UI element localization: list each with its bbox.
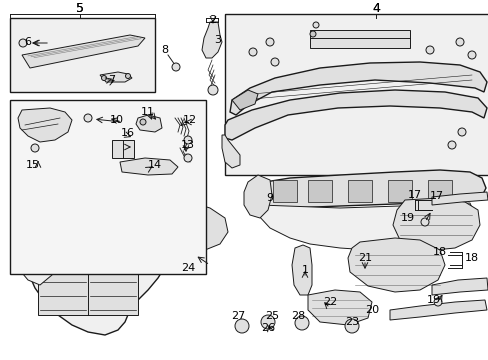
Text: 5: 5 xyxy=(76,3,84,15)
Polygon shape xyxy=(22,35,145,68)
Text: 25: 25 xyxy=(264,311,279,321)
Text: 6: 6 xyxy=(24,37,31,47)
Text: 21: 21 xyxy=(357,253,371,263)
Text: 11: 11 xyxy=(141,107,155,117)
Polygon shape xyxy=(18,108,72,142)
Polygon shape xyxy=(202,22,222,58)
Polygon shape xyxy=(164,200,227,250)
Text: 17: 17 xyxy=(407,190,421,200)
Polygon shape xyxy=(229,62,486,115)
Circle shape xyxy=(420,218,428,226)
Polygon shape xyxy=(100,72,132,82)
Circle shape xyxy=(261,315,274,329)
Circle shape xyxy=(183,154,192,162)
Polygon shape xyxy=(222,135,240,168)
Circle shape xyxy=(457,128,465,136)
Circle shape xyxy=(19,39,27,47)
Circle shape xyxy=(467,51,475,59)
Polygon shape xyxy=(431,278,487,295)
Circle shape xyxy=(235,319,248,333)
Text: 19: 19 xyxy=(400,213,414,223)
Circle shape xyxy=(309,31,315,37)
Polygon shape xyxy=(136,115,162,132)
Text: 7: 7 xyxy=(108,75,115,85)
Text: 4: 4 xyxy=(371,3,379,15)
Bar xyxy=(38,240,138,315)
Circle shape xyxy=(294,316,308,330)
Circle shape xyxy=(248,48,257,56)
Text: 10: 10 xyxy=(110,115,124,125)
Text: 27: 27 xyxy=(230,311,244,321)
Text: 26: 26 xyxy=(261,323,274,333)
Circle shape xyxy=(425,46,433,54)
Circle shape xyxy=(31,144,39,152)
Circle shape xyxy=(447,141,455,149)
Circle shape xyxy=(125,73,130,78)
Bar xyxy=(10,100,205,274)
Text: 14: 14 xyxy=(148,160,162,170)
Bar xyxy=(347,180,371,202)
Circle shape xyxy=(433,298,441,306)
Text: 17: 17 xyxy=(429,191,443,201)
Polygon shape xyxy=(16,188,178,335)
Bar xyxy=(224,14,488,175)
Bar xyxy=(272,180,296,202)
Polygon shape xyxy=(247,170,485,210)
Circle shape xyxy=(455,38,463,46)
Circle shape xyxy=(270,58,279,66)
Circle shape xyxy=(265,38,273,46)
Text: 19: 19 xyxy=(426,295,440,305)
Text: 5: 5 xyxy=(76,1,84,14)
Circle shape xyxy=(345,319,358,333)
Polygon shape xyxy=(431,192,487,205)
Circle shape xyxy=(102,76,106,81)
Bar xyxy=(427,180,451,202)
Text: 8: 8 xyxy=(161,45,168,55)
Bar xyxy=(10,18,155,92)
Polygon shape xyxy=(244,175,271,218)
Text: 15: 15 xyxy=(26,160,40,170)
Text: 18: 18 xyxy=(432,247,446,257)
Text: 3: 3 xyxy=(214,35,221,45)
Polygon shape xyxy=(231,90,258,110)
Text: 9: 9 xyxy=(266,193,273,203)
Text: 2: 2 xyxy=(209,15,216,25)
Circle shape xyxy=(84,114,92,122)
Polygon shape xyxy=(307,290,371,325)
Text: 12: 12 xyxy=(183,115,197,125)
Polygon shape xyxy=(120,158,178,175)
Bar xyxy=(309,30,409,48)
Bar xyxy=(307,180,331,202)
Circle shape xyxy=(183,136,192,144)
Polygon shape xyxy=(224,90,486,140)
Circle shape xyxy=(172,63,180,71)
Bar xyxy=(387,180,411,202)
Text: 16: 16 xyxy=(121,128,135,138)
Text: 1: 1 xyxy=(301,265,308,275)
Text: 13: 13 xyxy=(181,140,195,150)
Text: 4: 4 xyxy=(371,1,379,14)
Text: 18: 18 xyxy=(464,253,478,263)
Circle shape xyxy=(140,119,146,125)
Polygon shape xyxy=(347,238,444,292)
Bar xyxy=(112,140,134,158)
Polygon shape xyxy=(392,198,479,250)
Circle shape xyxy=(207,85,218,95)
Text: 20: 20 xyxy=(364,305,378,315)
Text: 24: 24 xyxy=(181,263,195,273)
Polygon shape xyxy=(389,300,486,320)
Polygon shape xyxy=(14,215,58,285)
Polygon shape xyxy=(258,203,474,250)
Text: 23: 23 xyxy=(344,317,358,327)
Circle shape xyxy=(312,22,318,28)
Text: 22: 22 xyxy=(322,297,336,307)
Text: 28: 28 xyxy=(290,311,305,321)
Polygon shape xyxy=(291,245,311,295)
